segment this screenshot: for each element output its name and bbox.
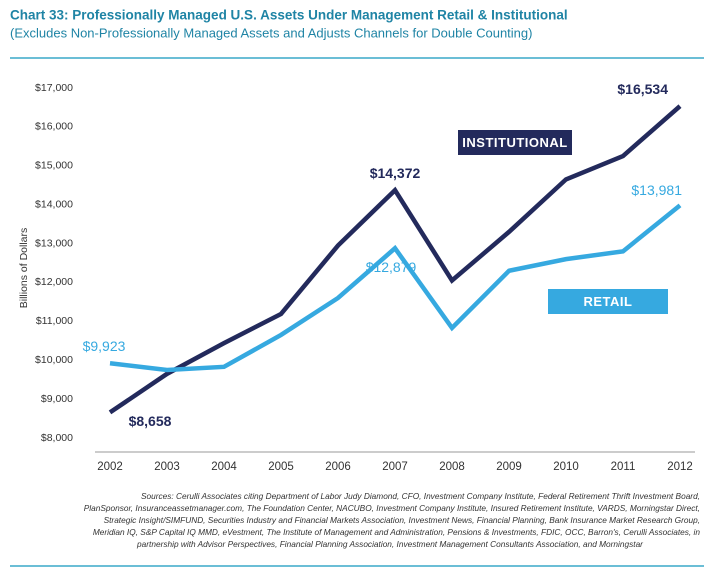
y-tick-label: $14,000 bbox=[35, 198, 73, 210]
y-tick-label: $13,000 bbox=[35, 237, 73, 249]
data-label: $9,923 bbox=[83, 338, 126, 354]
y-tick-label: $9,000 bbox=[41, 393, 73, 405]
legend-label: RETAIL bbox=[584, 294, 633, 309]
y-tick-label: $8,000 bbox=[41, 432, 73, 444]
data-label: $12,879 bbox=[366, 259, 417, 275]
x-tick-label: 2012 bbox=[667, 461, 693, 473]
x-tick-label: 2009 bbox=[496, 461, 522, 473]
x-tick-label: 2002 bbox=[97, 461, 123, 473]
y-tick-label: $12,000 bbox=[35, 276, 73, 288]
x-tick-label: 2011 bbox=[611, 461, 636, 473]
legend-box bbox=[458, 130, 572, 155]
x-tick-label: 2006 bbox=[325, 461, 351, 473]
y-tick-label: $15,000 bbox=[35, 160, 73, 172]
data-label: $16,534 bbox=[617, 81, 668, 97]
chart-title: Chart 33: Professionally Managed U.S. As… bbox=[10, 8, 568, 23]
source-note: partnership with Advisor Perspectives, F… bbox=[136, 539, 644, 549]
x-tick-label: 2008 bbox=[439, 461, 465, 473]
legend-box bbox=[548, 289, 668, 314]
y-tick-label: $17,000 bbox=[35, 82, 73, 94]
y-tick-label: $11,000 bbox=[36, 315, 73, 327]
series-line bbox=[108, 104, 682, 415]
x-tick-label: 2007 bbox=[382, 461, 408, 473]
x-tick-label: 2005 bbox=[268, 461, 294, 473]
y-axis-label: Billions of Dollars bbox=[18, 228, 30, 309]
x-tick-label: 2003 bbox=[154, 461, 180, 473]
source-note: Strategic Insight/SIMFUND, Securities In… bbox=[104, 515, 700, 525]
source-note: PlanSponsor, Insuranceassetmanager.com, … bbox=[84, 503, 700, 513]
source-note: Sources: Cerulli Associates citing Depar… bbox=[141, 491, 700, 501]
chart-subtitle: (Excludes Non-Professionally Managed Ass… bbox=[10, 25, 532, 40]
source-note: Meridian IQ, S&P Capital IQ MMD, eVestme… bbox=[93, 527, 701, 537]
x-tick-label: 2004 bbox=[211, 461, 237, 473]
x-tick-label: 2010 bbox=[553, 461, 579, 473]
data-label: $8,658 bbox=[129, 413, 172, 429]
data-label: $13,981 bbox=[631, 182, 682, 198]
series-line bbox=[109, 203, 682, 373]
y-tick-label: $16,000 bbox=[35, 121, 73, 133]
y-tick-label: $10,000 bbox=[35, 354, 73, 366]
legend-label: INSTITUTIONAL bbox=[462, 135, 567, 150]
data-label: $14,372 bbox=[370, 165, 421, 181]
